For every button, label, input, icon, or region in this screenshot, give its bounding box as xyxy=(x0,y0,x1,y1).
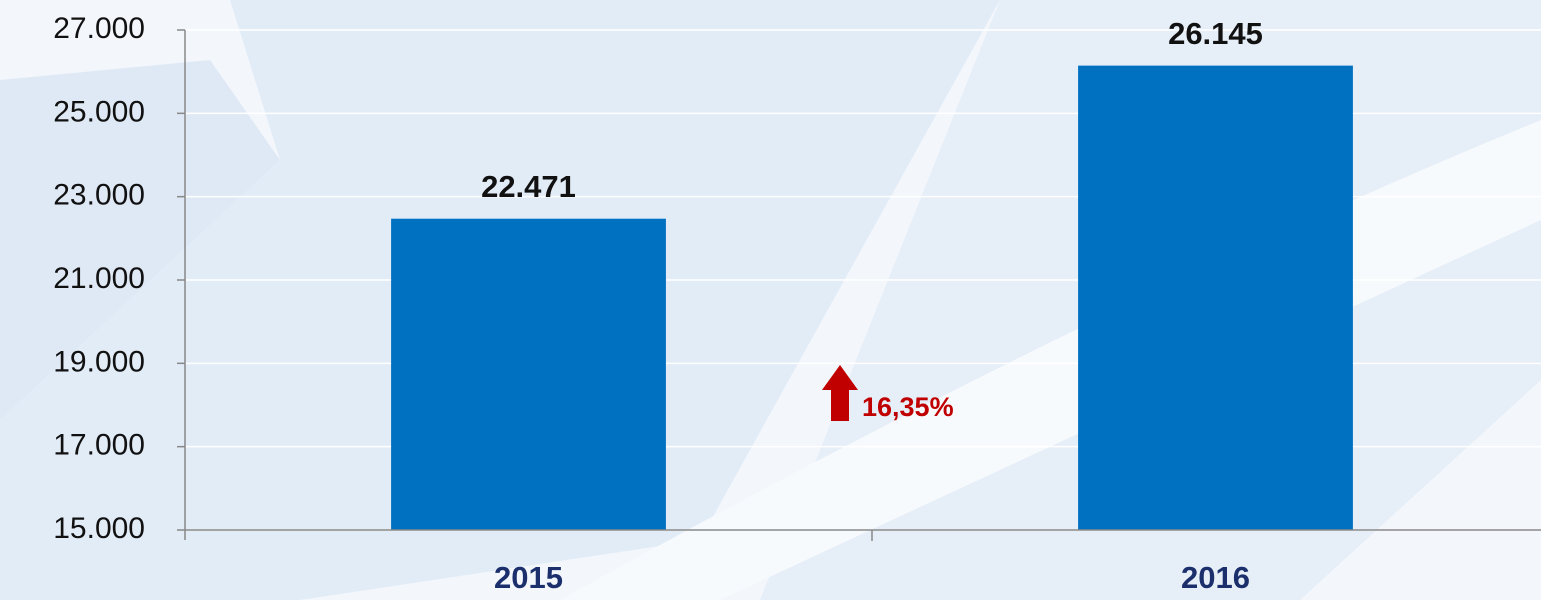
change-annotation: 16,35% xyxy=(862,392,954,422)
bar xyxy=(391,218,666,531)
x-tick-label: 2015 xyxy=(494,560,563,595)
y-tick-label: 15.000 xyxy=(53,512,145,545)
data-label: 22.471 xyxy=(481,169,576,204)
y-tick-label: 27.000 xyxy=(53,12,145,45)
up-arrow xyxy=(822,365,858,421)
bar xyxy=(1078,65,1353,530)
x-tick-label: 2016 xyxy=(1181,560,1250,595)
y-tick-label: 17.000 xyxy=(53,429,145,462)
bg-shape xyxy=(0,60,280,420)
y-tick-label: 21.000 xyxy=(53,262,145,295)
data-label: 26.145 xyxy=(1168,16,1263,51)
marks: 22.471 26.145 xyxy=(391,16,1353,531)
y-tick-label: 19.000 xyxy=(53,345,145,378)
y-tick-label: 23.000 xyxy=(53,179,145,212)
y-tick-label: 25.000 xyxy=(53,95,145,128)
